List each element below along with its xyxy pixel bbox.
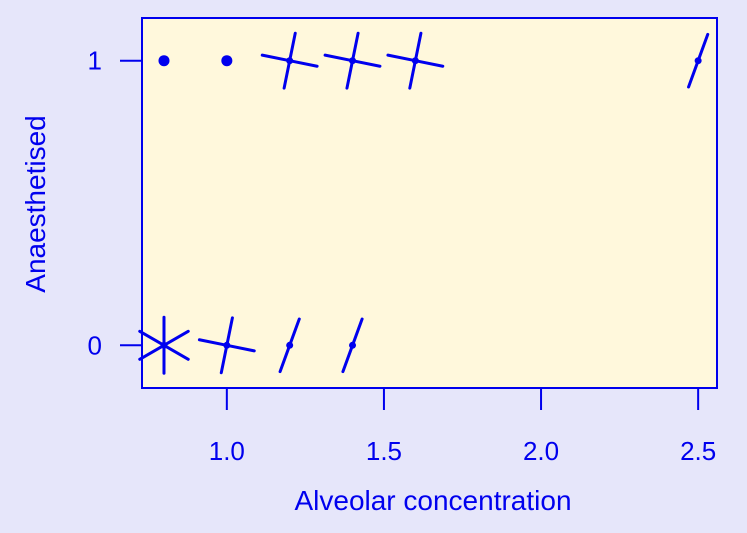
x-tick-label-2: 2.0	[523, 436, 559, 466]
petal	[386, 53, 417, 63]
sunflower-point	[341, 317, 364, 374]
petal	[687, 59, 700, 89]
data-points	[138, 31, 710, 375]
sunflower-point	[323, 31, 382, 90]
petal	[413, 59, 445, 68]
x-tick-label-3: 2.5	[680, 436, 716, 466]
petal	[345, 59, 355, 90]
petal	[282, 59, 292, 90]
petal	[323, 53, 355, 63]
petal	[408, 59, 417, 90]
petal	[351, 317, 364, 347]
petal	[351, 59, 382, 68]
sunflower-point	[138, 315, 190, 375]
petal	[138, 343, 166, 361]
plot-area	[141, 17, 718, 389]
x-tick-label-0: 1.0	[209, 436, 245, 466]
petal	[260, 53, 292, 63]
sunflower-point	[687, 32, 710, 89]
x-tick-label-1: 1.5	[366, 436, 402, 466]
petal	[413, 31, 423, 63]
x-axis-label: Alveolar concentration	[294, 485, 571, 516]
sunflower-point	[158, 55, 170, 67]
petal	[197, 338, 229, 347]
y-axis: 01	[88, 46, 142, 360]
sunflower-point	[221, 55, 233, 67]
petal	[225, 343, 256, 353]
y-tick-label-0: 0	[88, 330, 102, 360]
petal	[288, 59, 319, 68]
petal	[162, 329, 190, 347]
petal	[288, 31, 297, 63]
y-tick-label-1: 1	[88, 46, 102, 76]
petal	[225, 316, 234, 347]
sunflower-point	[197, 316, 256, 375]
petal	[219, 343, 229, 375]
sunflower-point	[260, 31, 319, 90]
y-axis-label: Anaesthetised	[20, 115, 51, 292]
petal	[351, 31, 360, 63]
petal	[162, 343, 190, 361]
petal	[278, 343, 292, 374]
sunflower-point	[386, 31, 445, 90]
petal	[341, 343, 355, 374]
petal	[138, 329, 166, 347]
point-dot	[221, 55, 233, 67]
point-dot	[158, 55, 170, 67]
x-axis: 1.0 1.5 2.0 2.5	[209, 388, 716, 466]
sunflower-point	[278, 317, 301, 374]
petal	[696, 32, 710, 63]
petal	[288, 317, 301, 347]
